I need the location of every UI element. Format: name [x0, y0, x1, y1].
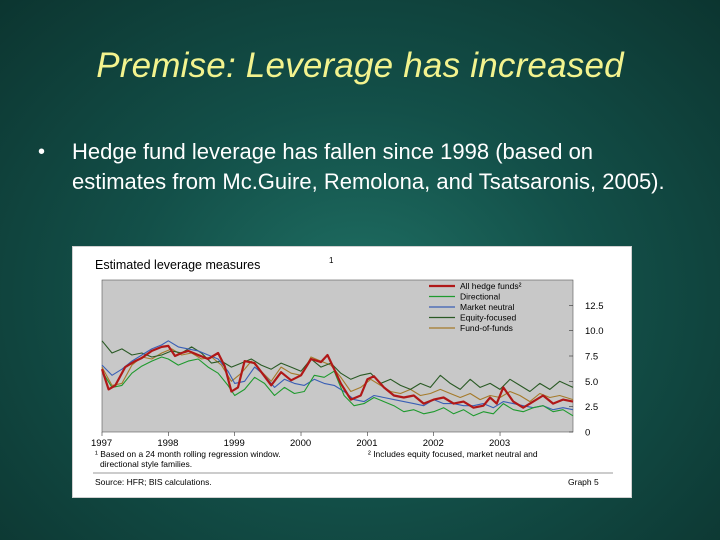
- y-tick-label: 2.5: [585, 402, 598, 413]
- leverage-chart: Estimated leverage measures 1 1997 1998 19…: [91, 256, 613, 487]
- chart-source: Source: HFR; BIS calculations.: [95, 477, 212, 487]
- series-line-all: [100, 344, 574, 409]
- x-tick-label: 2002: [423, 438, 444, 449]
- footnote-2: ² Includes equity focused, market neutra…: [368, 449, 538, 459]
- graph-number: Graph 5: [568, 477, 599, 487]
- chart-title: Estimated leverage measures: [95, 258, 260, 272]
- y-tick-label: 5.0: [585, 377, 598, 388]
- x-axis: 1997 1998 1999 2000 2001 2002 2003: [91, 432, 510, 449]
- legend-label-equity-focused: Equity-focused: [460, 313, 516, 323]
- x-tick-label: 2001: [356, 438, 377, 449]
- legend-label-market-neutral: Market neutral: [460, 302, 514, 312]
- slide-title: Premise: Leverage has increased: [96, 46, 624, 85]
- x-tick-label: 2000: [290, 438, 311, 449]
- y-tick-label: 12.5: [585, 301, 604, 312]
- leverage-chart-figure: Estimated leverage measures 1 1997 1998 19…: [72, 246, 632, 498]
- y-tick-label: 0: [585, 428, 590, 439]
- chart-title-footnote-mark: 1: [329, 256, 334, 265]
- series-layer: [100, 340, 574, 417]
- series-line-market-neutral: [101, 340, 574, 411]
- legend-label-fund-of-funds: Fund-of-funds: [460, 323, 513, 333]
- footnote-1: ¹ Based on a 24 month rolling regression…: [95, 449, 281, 459]
- x-tick-label: 1997: [91, 438, 112, 449]
- bullet-marker: •: [38, 141, 46, 163]
- x-tick-label: 2003: [489, 438, 510, 449]
- x-tick-label: 1998: [157, 438, 178, 449]
- bullet-text: Hedge fund leverage has fallen since 199…: [72, 139, 665, 194]
- legend-label-all: All hedge funds²: [460, 281, 522, 291]
- y-tick-label: 7.5: [585, 352, 598, 363]
- y-tick-label: 10.0: [585, 326, 604, 337]
- legend-label-directional: Directional: [460, 292, 500, 302]
- y-axis: 0 2.5 5.0 7.5 10.0 12.5: [569, 301, 604, 439]
- x-tick-label: 1999: [224, 438, 245, 449]
- footnote-1-cont: directional style families.: [100, 459, 192, 469]
